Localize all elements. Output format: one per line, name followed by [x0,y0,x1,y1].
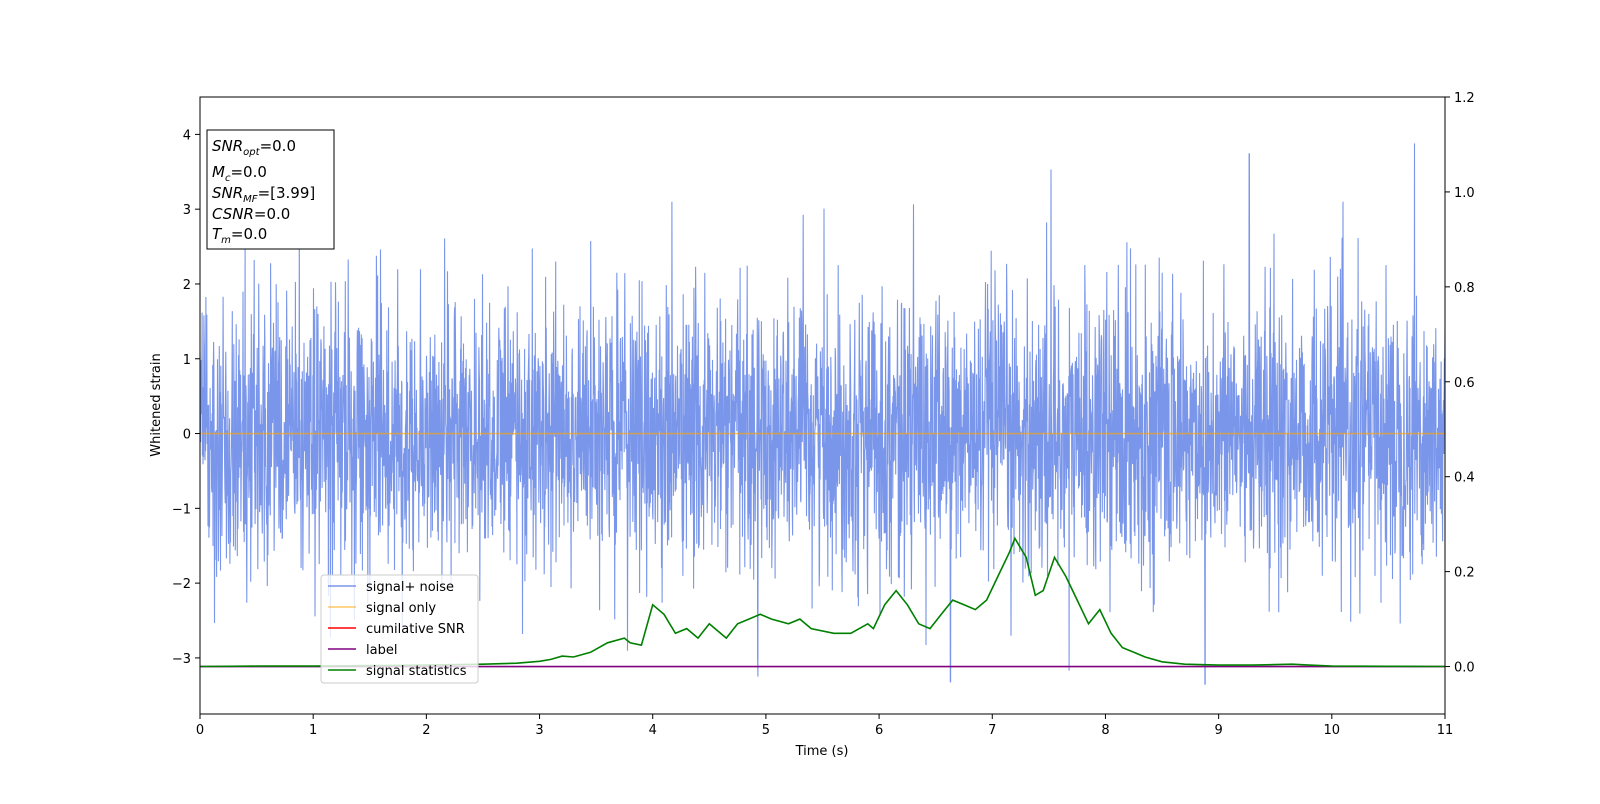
y-tick-label: 2 [183,278,191,293]
y-tick-label: 0 [183,428,191,443]
annotation-frame [206,129,335,250]
series-signal-noise [200,143,1445,685]
legend-label-signal-noise: signal+ noise [366,580,454,595]
x-tick-label: 0 [196,723,204,738]
plot-frame [199,96,1446,715]
annotation-csnr: CSNR=0.0 [212,205,290,223]
legend-label-label: label [366,643,397,658]
annotation-tm: Tm=0.0 [212,225,267,246]
x-tick-label: 5 [762,723,770,738]
annotation-snr-opt: SNRopt=0.0 [212,137,296,158]
y2-tick-label: 0.0 [1454,661,1475,676]
y-tick-label: 1 [183,353,191,368]
annotation-snr-mf: SNRMF=[3.99] [212,184,315,205]
y2-tick-label: 1.2 [1454,91,1475,106]
y2-tick-label: 0.2 [1454,566,1475,581]
y-tick-label: −3 [172,652,191,667]
x-tick-label: 2 [422,723,430,738]
legend-frame [320,574,479,684]
legend-label-signal-only: signal only [366,601,436,616]
x-tick-label: 4 [649,723,657,738]
x-tick-label: 3 [535,723,543,738]
y-tick-label: 3 [183,203,191,218]
legend: signal+ noise signal only cumilative SNR… [320,574,479,684]
y-tick-label: 4 [183,128,191,143]
x-axis-label: Time (s) [795,744,849,759]
x-axis-ticks: 0 1 2 3 4 5 6 7 8 9 10 11 [196,714,1453,738]
y2-tick-label: 1.0 [1454,186,1475,201]
x-tick-label: 11 [1437,723,1454,738]
y-axis-ticks: −3 −2 −1 0 1 2 3 4 [172,128,200,667]
x-tick-label: 10 [1324,723,1341,738]
x-tick-label: 6 [875,723,883,738]
y2-tick-label: 0.4 [1454,471,1475,486]
y2-tick-label: 0.8 [1454,281,1475,296]
x-tick-label: 7 [988,723,996,738]
y-axis-label: Whitened strain [149,353,164,456]
annotation-mc: Mc=0.0 [212,163,267,184]
x-tick-label: 8 [1101,723,1109,738]
x-tick-label: 9 [1214,723,1222,738]
x-tick-label: 1 [309,723,317,738]
series-signal-statistics [200,536,1445,668]
legend-label-signal-statistics: signal statistics [366,664,467,679]
annotation-box: SNRopt=0.0 Mc=0.0 SNRMF=[3.99] CSNR=0.0 … [206,129,335,250]
y2-tick-label: 0.6 [1454,376,1475,391]
y-tick-label: −2 [172,577,191,592]
y2-axis-ticks: 0.0 0.2 0.4 0.6 0.8 1.0 1.2 [1445,91,1475,676]
y-tick-label: −1 [172,502,191,517]
legend-label-cumulative-snr: cumilative SNR [366,622,465,637]
